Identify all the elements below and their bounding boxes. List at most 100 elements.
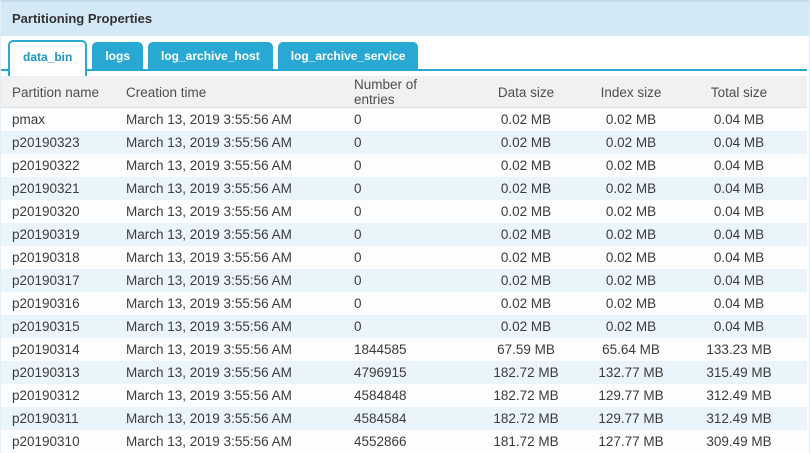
cell-data-size: 0.02 MB xyxy=(500,111,552,127)
tab-logs[interactable]: logs xyxy=(92,42,144,70)
table-row: p20190310 March 13, 2019 3:55:56 AM 455286… xyxy=(1,429,807,453)
cell-total-size: 0.04 MB xyxy=(713,295,765,311)
cell-total-size: 0.04 MB xyxy=(713,180,765,196)
column-header-partition-name: Partition name xyxy=(1,76,116,108)
cell-index-size: 0.02 MB xyxy=(605,318,657,334)
partition-table: Partition name Creation time Number of ent… xyxy=(1,76,807,453)
cell-total-size: 309.49 MB xyxy=(706,433,772,449)
cell-index-size: 0.02 MB xyxy=(605,111,657,127)
cell-number-of-entries: 0 xyxy=(354,180,362,196)
cell-data-size: 0.02 MB xyxy=(500,272,552,288)
cell-partition-name: p20190311 xyxy=(12,410,79,426)
cell-index-size: 0.02 MB xyxy=(605,157,657,173)
cell-partition-name: p20190322 xyxy=(12,157,80,173)
cell-creation-time: March 13, 2019 3:55:56 AM xyxy=(126,387,292,403)
cell-partition-name: pmax xyxy=(12,111,46,127)
cell-number-of-entries: 4584584 xyxy=(354,410,407,426)
tabbar-underline xyxy=(1,69,807,71)
cell-number-of-entries: 4796915 xyxy=(354,364,407,380)
cell-data-size: 67.59 MB xyxy=(497,341,555,357)
cell-data-size: 182.72 MB xyxy=(493,410,559,426)
cell-total-size: 0.04 MB xyxy=(713,272,765,288)
cell-total-size: 312.49 MB xyxy=(706,410,772,426)
cell-number-of-entries: 0 xyxy=(354,157,362,173)
table-row: p20190315 March 13, 2019 3:55:56 AM 0 0.02 … xyxy=(1,314,807,338)
table-row: p20190323 March 13, 2019 3:55:56 AM 0 0.02 … xyxy=(1,130,807,154)
cell-number-of-entries: 0 xyxy=(354,318,362,334)
cell-total-size: 315.49 MB xyxy=(706,364,772,380)
table-row: p20190319 March 13, 2019 3:55:56 AM 0 0.02 … xyxy=(1,222,807,246)
column-header-index-size: Index size xyxy=(591,76,671,108)
cell-creation-time: March 13, 2019 3:55:56 AM xyxy=(126,226,292,242)
cell-partition-name: p20190316 xyxy=(12,295,80,311)
table-row: p20190311 March 13, 2019 3:55:56 AM 458458… xyxy=(1,406,807,430)
cell-partition-name: p20190314 xyxy=(12,341,80,357)
cell-creation-time: March 13, 2019 3:55:56 AM xyxy=(126,364,292,380)
cell-index-size: 129.77 MB xyxy=(598,387,664,403)
tab-log-archive-host[interactable]: log_archive_host xyxy=(148,42,273,70)
cell-data-size: 182.72 MB xyxy=(493,364,559,380)
cell-data-size: 0.02 MB xyxy=(500,157,552,173)
cell-data-size: 0.02 MB xyxy=(500,226,552,242)
table-row: p20190316 March 13, 2019 3:55:56 AM 0 0.02 … xyxy=(1,291,807,315)
cell-total-size: 0.04 MB xyxy=(713,157,765,173)
cell-partition-name: p20190318 xyxy=(12,249,80,265)
cell-total-size: 0.04 MB xyxy=(713,203,765,219)
tab-data-bin[interactable]: data_bin xyxy=(8,40,88,76)
cell-number-of-entries: 0 xyxy=(354,226,362,242)
cell-creation-time: March 13, 2019 3:55:56 AM xyxy=(126,410,292,426)
cell-data-size: 0.02 MB xyxy=(500,203,552,219)
table-row: p20190312 March 13, 2019 3:55:56 AM 458484… xyxy=(1,383,807,407)
cell-creation-time: March 13, 2019 3:55:56 AM xyxy=(126,318,292,334)
column-header-data-size: Data size xyxy=(461,76,591,108)
cell-creation-time: March 13, 2019 3:55:56 AM xyxy=(126,249,292,265)
cell-partition-name: p20190319 xyxy=(12,226,80,242)
table-row: p20190321 March 13, 2019 3:55:56 AM 0 0.02 … xyxy=(1,176,807,200)
column-header-creation-time: Creation time xyxy=(116,76,346,108)
cell-number-of-entries: 1844585 xyxy=(354,341,407,357)
cell-number-of-entries: 0 xyxy=(354,111,362,127)
cell-data-size: 0.02 MB xyxy=(500,318,552,334)
cell-partition-name: p20190313 xyxy=(12,364,80,380)
panel-header: Partitioning Properties xyxy=(1,0,809,36)
cell-total-size: 0.04 MB xyxy=(713,226,765,242)
cell-total-size: 0.04 MB xyxy=(713,318,765,334)
cell-partition-name: p20190321 xyxy=(12,180,80,196)
cell-partition-name: p20190320 xyxy=(12,203,80,219)
cell-data-size: 0.02 MB xyxy=(500,295,552,311)
cell-index-size: 0.02 MB xyxy=(605,226,657,242)
cell-index-size: 0.02 MB xyxy=(605,295,657,311)
cell-total-size: 0.04 MB xyxy=(713,111,765,127)
cell-index-size: 0.02 MB xyxy=(605,249,657,265)
cell-number-of-entries: 4552866 xyxy=(354,433,407,449)
table-row: pmax March 13, 2019 3:55:56 AM 0 0.02 MB 0.0… xyxy=(1,107,807,131)
table-row: p20190322 March 13, 2019 3:55:56 AM 0 0.02 … xyxy=(1,153,807,177)
cell-number-of-entries: 0 xyxy=(354,134,362,150)
cell-number-of-entries: 0 xyxy=(354,249,362,265)
column-header-number-of-entries: Number of entries xyxy=(346,76,461,108)
cell-index-size: 0.02 MB xyxy=(605,272,657,288)
cell-data-size: 182.72 MB xyxy=(493,387,559,403)
table-header-row: Partition name Creation time Number of ent… xyxy=(1,76,807,108)
cell-index-size: 127.77 MB xyxy=(598,433,664,449)
table-body: pmax March 13, 2019 3:55:56 AM 0 0.02 MB 0.0… xyxy=(1,107,807,453)
cell-index-size: 0.02 MB xyxy=(605,180,657,196)
cell-index-size: 65.64 MB xyxy=(602,341,660,357)
cell-data-size: 0.02 MB xyxy=(500,134,552,150)
cell-creation-time: March 13, 2019 3:55:56 AM xyxy=(126,433,292,449)
cell-index-size: 0.02 MB xyxy=(605,134,657,150)
cell-partition-name: p20190315 xyxy=(12,318,80,334)
cell-partition-name: p20190323 xyxy=(12,134,80,150)
column-header-total-size: Total size xyxy=(671,76,807,108)
cell-index-size: 0.02 MB xyxy=(605,203,657,219)
cell-creation-time: March 13, 2019 3:55:56 AM xyxy=(126,295,292,311)
partition-table-wrap: Partition name Creation time Number of ent… xyxy=(1,76,807,453)
table-row: p20190317 March 13, 2019 3:55:56 AM 0 0.02 … xyxy=(1,268,807,292)
cell-creation-time: March 13, 2019 3:55:56 AM xyxy=(126,180,292,196)
cell-creation-time: March 13, 2019 3:55:56 AM xyxy=(126,203,292,219)
cell-data-size: 0.02 MB xyxy=(500,180,552,196)
cell-partition-name: p20190310 xyxy=(12,433,80,449)
tab-log-archive-service[interactable]: log_archive_service xyxy=(277,42,419,70)
table-row: p20190313 March 13, 2019 3:55:56 AM 479691… xyxy=(1,360,807,384)
